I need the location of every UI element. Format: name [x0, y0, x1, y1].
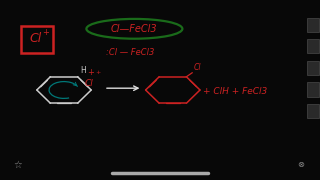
Text: H: H [80, 66, 86, 75]
FancyBboxPatch shape [307, 18, 319, 32]
Text: Cl: Cl [193, 63, 201, 72]
Text: :Cl — FeCl3: :Cl — FeCl3 [106, 48, 154, 57]
Text: + ClH + FeCl3: + ClH + FeCl3 [203, 87, 268, 96]
FancyBboxPatch shape [307, 39, 319, 53]
Text: ☆: ☆ [13, 160, 22, 170]
FancyBboxPatch shape [307, 104, 319, 118]
Text: Cl—FeCl3: Cl—FeCl3 [111, 24, 158, 34]
Text: +: + [95, 70, 100, 75]
Text: +: + [87, 68, 94, 77]
FancyBboxPatch shape [307, 82, 319, 97]
FancyBboxPatch shape [307, 61, 319, 75]
Text: Cl: Cl [85, 78, 93, 87]
Text: Cl: Cl [29, 32, 41, 45]
Text: +: + [42, 28, 49, 37]
Text: ⊗: ⊗ [297, 160, 304, 169]
